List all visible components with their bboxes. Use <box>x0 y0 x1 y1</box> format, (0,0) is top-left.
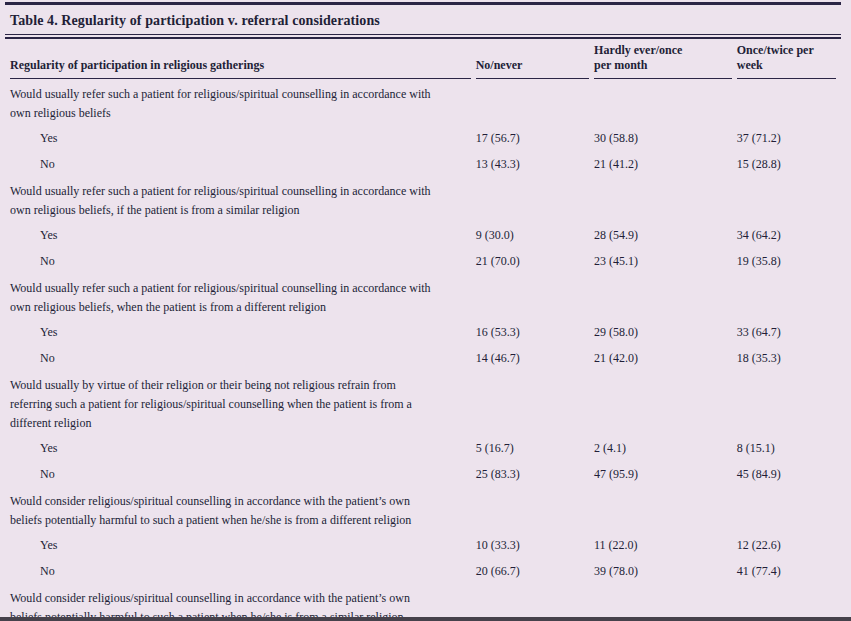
answer-row: Yes 17 (56.7) 30 (58.8) 37 (71.2) <box>10 124 836 150</box>
answer-label: No <box>10 150 471 176</box>
answer-row: No 21 (70.0) 23 (45.1) 19 (35.8) <box>10 247 836 273</box>
value-cell-no-never: 14 (46.7) <box>476 344 589 370</box>
value-cell-once-twice: 12 (22.6) <box>737 531 836 557</box>
value-cell-hardly-ever: 30 (58.8) <box>594 124 732 150</box>
answer-row: Yes 10 (33.3) 11 (22.0) 12 (22.6) <box>10 531 836 557</box>
answer-label: Yes <box>10 318 471 344</box>
header-row: Regularity of participation in religious… <box>10 39 836 79</box>
answer-label: Yes <box>10 531 471 557</box>
table-title: Table 4. Regularity of participation v. … <box>10 12 841 30</box>
answer-row: Yes 16 (53.3) 29 (58.0) 33 (64.7) <box>10 318 836 344</box>
answer-label: No <box>10 344 471 370</box>
answer-label: No <box>10 460 471 486</box>
value-cell-once-twice: 15 (28.8) <box>737 150 836 176</box>
value-cell-no-never: 16 (53.3) <box>476 318 589 344</box>
value-cell-no-never: 25 (83.3) <box>476 460 589 486</box>
value-cell-no-never: 13 (43.3) <box>476 150 589 176</box>
answer-row: No 13 (43.3) 21 (41.2) 15 (28.8) <box>10 150 836 176</box>
value-cell-no-never: 17 (56.7) <box>476 124 589 150</box>
question-cell: Would consider religious/spiritual couns… <box>10 486 836 531</box>
value-cell-once-twice: 18 (35.3) <box>737 344 836 370</box>
value-cell-hardly-ever: 39 (78.0) <box>594 557 732 583</box>
value-cell-hardly-ever: 11 (22.0) <box>594 531 732 557</box>
results-table: Regularity of participation in religious… <box>5 39 841 621</box>
value-cell-hardly-ever: 47 (95.9) <box>594 460 732 486</box>
value-cell-hardly-ever: 2 (4.1) <box>594 434 732 460</box>
table-bottom-rule <box>0 617 851 621</box>
answer-label: Yes <box>10 434 471 460</box>
value-cell-once-twice: 45 (84.9) <box>737 460 836 486</box>
answer-label: No <box>10 557 471 583</box>
value-cell-hardly-ever: 21 (42.0) <box>594 344 732 370</box>
value-cell-once-twice: 37 (71.2) <box>737 124 836 150</box>
value-cell-once-twice: 33 (64.7) <box>737 318 836 344</box>
answer-label: Yes <box>10 124 471 150</box>
question-cell: Would usually refer such a patient for r… <box>10 273 836 318</box>
answer-row: No 25 (83.3) 47 (95.9) 45 (84.9) <box>10 460 836 486</box>
question-row: Would usually by virtue of their religio… <box>10 370 836 434</box>
question-row: Would usually refer such a patient for r… <box>10 176 836 221</box>
question-row: Would usually refer such a patient for r… <box>10 273 836 318</box>
question-cell: Would usually refer such a patient for r… <box>10 176 836 221</box>
value-cell-once-twice: 34 (64.2) <box>737 221 836 247</box>
value-cell-once-twice: 8 (15.1) <box>737 434 836 460</box>
value-cell-once-twice: 41 (77.4) <box>737 557 836 583</box>
column-header-stub: Regularity of participation in religious… <box>10 39 471 79</box>
value-cell-hardly-ever: 28 (54.9) <box>594 221 732 247</box>
question-row: Would consider religious/spiritual couns… <box>10 486 836 531</box>
question-cell: Would usually by virtue of their religio… <box>10 370 836 434</box>
value-cell-no-never: 10 (33.3) <box>476 531 589 557</box>
answer-row: Yes 9 (30.0) 28 (54.9) 34 (64.2) <box>10 221 836 247</box>
question-row: Would usually refer such a patient for r… <box>10 79 836 124</box>
column-header-hardly-ever: Hardly ever/once per month <box>594 39 732 79</box>
value-cell-no-never: 20 (66.7) <box>476 557 589 583</box>
question-cell: Would consider religious/spiritual couns… <box>10 583 836 621</box>
column-header-no-never: No/never <box>476 39 589 79</box>
question-cell: Would usually refer such a patient for r… <box>10 79 836 124</box>
answer-label: Yes <box>10 221 471 247</box>
value-cell-once-twice: 19 (35.8) <box>737 247 836 273</box>
value-cell-hardly-ever: 29 (58.0) <box>594 318 732 344</box>
value-cell-no-never: 9 (30.0) <box>476 221 589 247</box>
value-cell-no-never: 21 (70.0) <box>476 247 589 273</box>
answer-row: No 14 (46.7) 21 (42.0) 18 (35.3) <box>10 344 836 370</box>
answer-row: Yes 5 (16.7) 2 (4.1) 8 (15.1) <box>10 434 836 460</box>
column-header-once-twice: Once/twice per week <box>737 39 836 79</box>
value-cell-hardly-ever: 23 (45.1) <box>594 247 732 273</box>
value-cell-hardly-ever: 21 (41.2) <box>594 150 732 176</box>
answer-label: No <box>10 247 471 273</box>
paper-table-page: Table 4. Regularity of participation v. … <box>0 2 851 621</box>
answer-row: No 20 (66.7) 39 (78.0) 41 (77.4) <box>10 557 836 583</box>
value-cell-no-never: 5 (16.7) <box>476 434 589 460</box>
question-row: Would consider religious/spiritual couns… <box>10 583 836 621</box>
table-top-rule <box>5 2 841 5</box>
